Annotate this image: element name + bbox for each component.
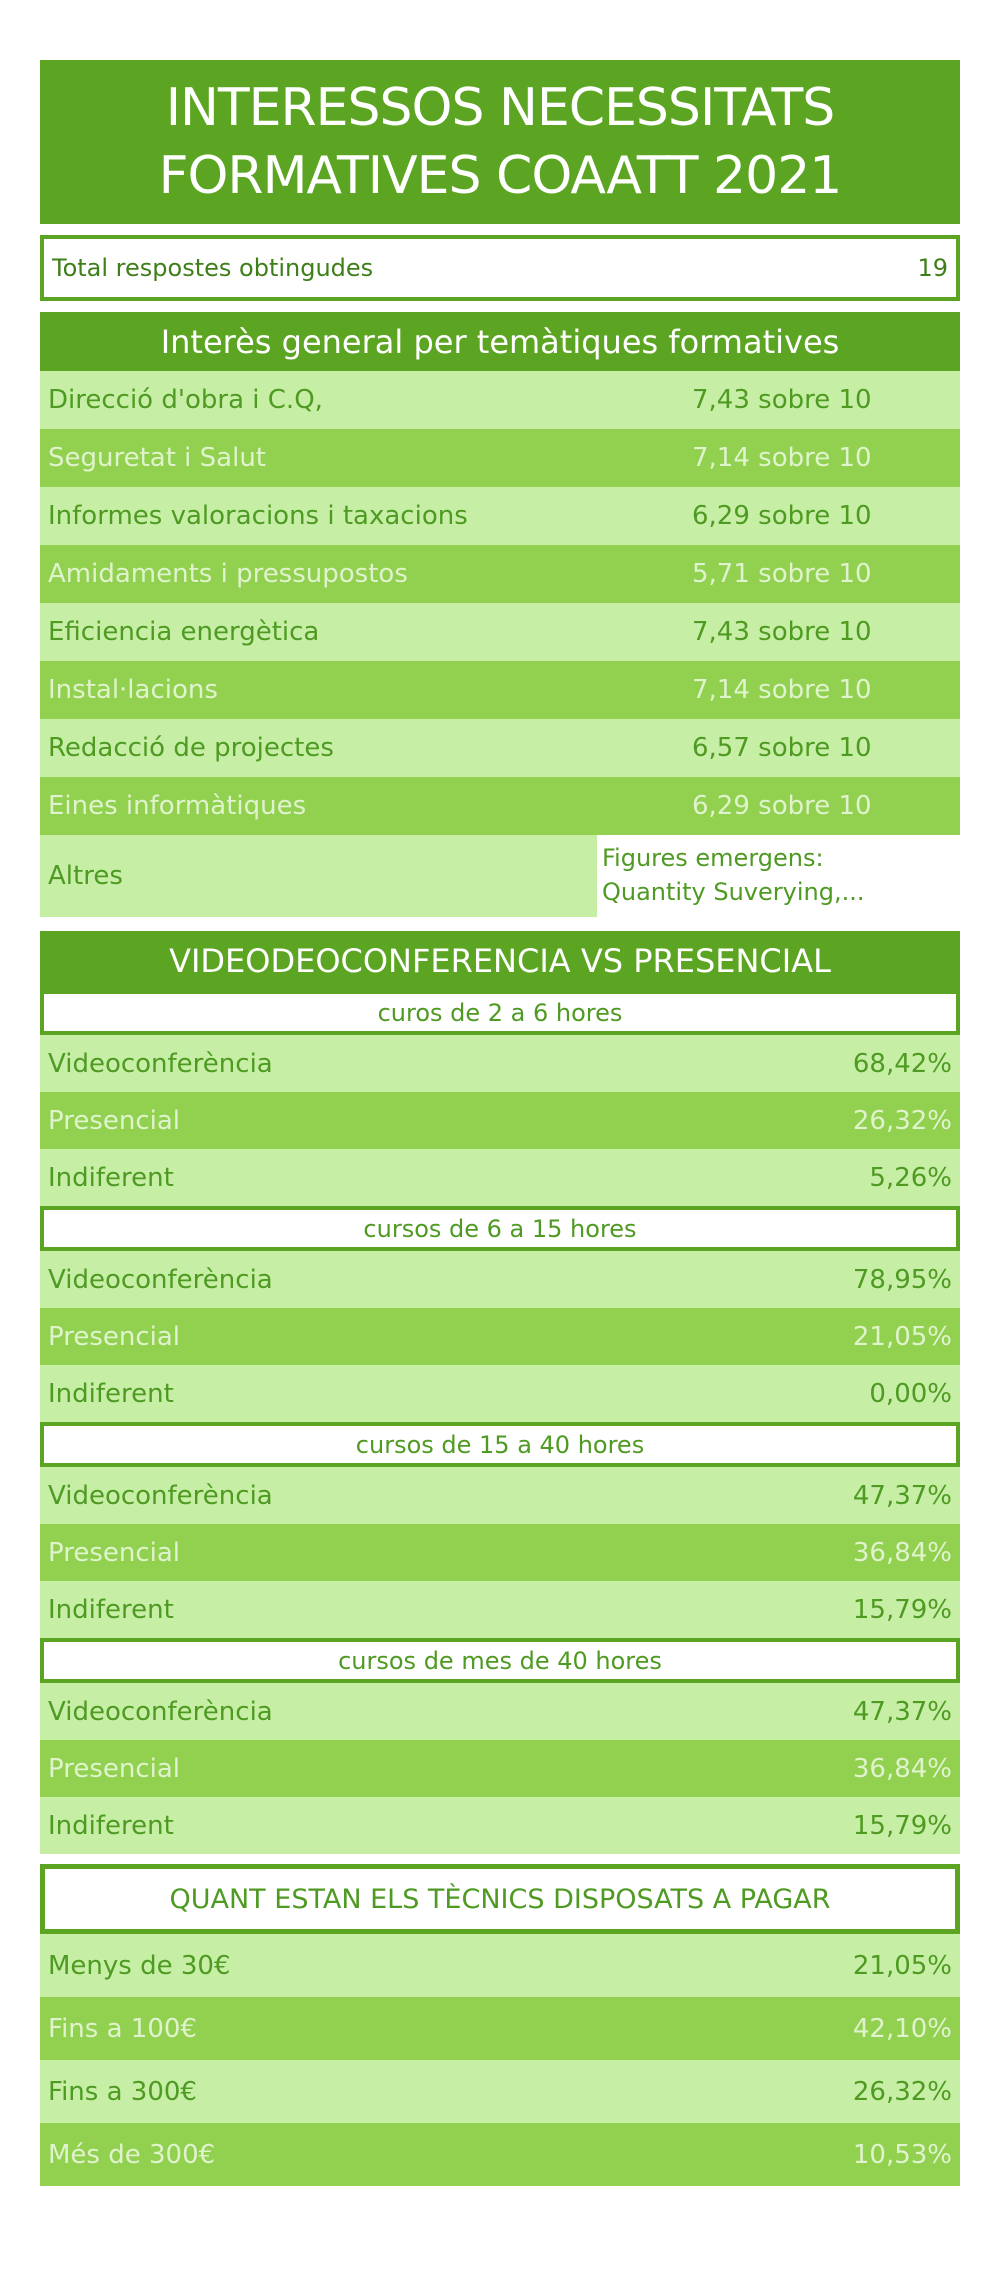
modality-label: Presencial [48, 1105, 181, 1136]
modality-row: Presencial 36,84% [40, 1740, 960, 1797]
total-responses-label: Total respostes obtingudes [52, 254, 374, 282]
payment-percentage: 21,05% [852, 1950, 952, 1981]
payment-row: Més de 300€ 10,53% [40, 2123, 960, 2186]
modality-label: Presencial [48, 1537, 181, 1568]
modality-row: Presencial 36,84% [40, 1524, 960, 1581]
course-duration-heading: cursos de mes de 40 hores [40, 1638, 960, 1683]
interest-row: Seguretat i Salut 7,14 sobre 10 [40, 429, 960, 487]
payment-label: Més de 300€ [48, 2139, 216, 2170]
interest-topic: Seguretat i Salut [48, 443, 267, 473]
interest-score: 6,29 sobre 10 [692, 791, 872, 821]
interest-score: 6,29 sobre 10 [692, 501, 872, 531]
other-label: Altres [40, 835, 597, 917]
modality-label: Indiferent [48, 1162, 174, 1193]
interest-row: Direcció d'obra i C.Q, 7,43 sobre 10 [40, 371, 960, 429]
interest-topic: Instal·lacions [48, 675, 218, 705]
interest-topic: Amidaments i pressupostos [48, 559, 408, 589]
interest-row: Instal·lacions 7,14 sobre 10 [40, 661, 960, 719]
payment-label: Fins a 300€ [48, 2076, 197, 2107]
modality-label: Videoconferència [48, 1264, 273, 1295]
modality-row: Videoconferència 68,42% [40, 1035, 960, 1092]
modality-percentage: 78,95% [852, 1264, 952, 1295]
payment-label: Menys de 30€ [48, 1950, 231, 1981]
interest-topic: Direcció d'obra i C.Q, [48, 385, 323, 415]
interest-score: 7,14 sobre 10 [692, 675, 872, 705]
modality-percentage: 26,32% [852, 1105, 952, 1136]
payment-row: Fins a 100€ 42,10% [40, 1997, 960, 2060]
payment-percentage: 10,53% [852, 2139, 952, 2170]
interest-row: Redacció de projectes 6,57 sobre 10 [40, 719, 960, 777]
modality-label: Indiferent [48, 1594, 174, 1625]
interest-score: 5,71 sobre 10 [692, 559, 872, 589]
payment-label: Fins a 100€ [48, 2013, 197, 2044]
interest-score: 7,43 sobre 10 [692, 617, 872, 647]
payment-list: Menys de 30€ 21,05% Fins a 100€ 42,10% Fins … [40, 1934, 960, 2186]
modality-percentage: 21,05% [852, 1321, 952, 1352]
total-responses-value: 19 [917, 254, 948, 282]
modality-label: Videoconferència [48, 1696, 273, 1727]
payment-heading: QUANT ESTAN ELS TÈCNICS DISPOSATS A PAGA… [40, 1864, 960, 1934]
title-line-2: FORMATIVES COAATT 2021 [158, 146, 843, 206]
modality-percentage: 68,42% [852, 1048, 952, 1079]
course-duration-heading: cursos de 15 a 40 hores [40, 1422, 960, 1467]
interest-list: Direcció d'obra i C.Q, 7,43 sobre 10 Segur… [40, 371, 960, 835]
payment-percentage: 26,32% [852, 2076, 952, 2107]
interest-topic: Redacció de projectes [48, 733, 334, 763]
interest-row: Amidaments i pressupostos 5,71 sobre 10 [40, 545, 960, 603]
modality-percentage: 0,00% [869, 1378, 952, 1409]
modality-label: Indiferent [48, 1810, 174, 1841]
modality-percentage: 15,79% [852, 1810, 952, 1841]
modality-percentage: 36,84% [852, 1753, 952, 1784]
interest-score: 7,43 sobre 10 [692, 385, 872, 415]
page-title: INTERESSOS NECESSITATS FORMATIVES COAATT… [40, 60, 960, 224]
other-note-line-1: Figures emergens: [602, 844, 824, 872]
interest-topic: Eficiencia energètica [48, 617, 320, 647]
other-note: Figures emergens: Quantity Suverying,... [597, 835, 960, 917]
other-note-line-2: Quantity Suverying,... [602, 878, 865, 906]
modality-label: Videoconferència [48, 1480, 273, 1511]
modality-row: Indiferent 5,26% [40, 1149, 960, 1206]
modality-label: Videoconferència [48, 1048, 273, 1079]
modality-row: Videoconferència 78,95% [40, 1251, 960, 1308]
payment-row: Fins a 300€ 26,32% [40, 2060, 960, 2123]
modality-row: Indiferent 15,79% [40, 1797, 960, 1854]
modality-percentage: 15,79% [852, 1594, 952, 1625]
total-responses-box: Total respostes obtingudes 19 [40, 235, 960, 301]
payment-row: Menys de 30€ 21,05% [40, 1934, 960, 1997]
interest-row: Informes valoracions i taxacions 6,29 sob… [40, 487, 960, 545]
modality-label: Presencial [48, 1753, 181, 1784]
modality-row: Videoconferència 47,37% [40, 1467, 960, 1524]
modality-label: Indiferent [48, 1378, 174, 1409]
modality-heading: VIDEODEOCONFERENCIA VS PRESENCIAL [40, 931, 960, 990]
infographic: INTERESSOS NECESSITATS FORMATIVES COAATT… [40, 60, 960, 2186]
modality-row: Indiferent 15,79% [40, 1581, 960, 1638]
interest-topic: Eines informàtiques [48, 791, 307, 821]
interest-score: 7,14 sobre 10 [692, 443, 872, 473]
interest-other-row: Altres Figures emergens: Quantity Suvery… [40, 835, 960, 917]
modality-row: Presencial 21,05% [40, 1308, 960, 1365]
modality-percentage: 5,26% [869, 1162, 952, 1193]
modality-percentage: 36,84% [852, 1537, 952, 1568]
modality-label: Presencial [48, 1321, 181, 1352]
interest-row: Eines informàtiques 6,29 sobre 10 [40, 777, 960, 835]
payment-percentage: 42,10% [852, 2013, 952, 2044]
interest-row: Eficiencia energètica 7,43 sobre 10 [40, 603, 960, 661]
modality-percentage: 47,37% [852, 1480, 952, 1511]
interest-heading: Interès general per temàtiques formative… [40, 312, 960, 371]
modality-groups: curos de 2 a 6 hores Videoconferència 68,4… [40, 990, 960, 1854]
interest-topic: Informes valoracions i taxacions [48, 501, 468, 531]
interest-score: 6,57 sobre 10 [692, 733, 872, 763]
course-duration-heading: cursos de 6 a 15 hores [40, 1206, 960, 1251]
modality-percentage: 47,37% [852, 1696, 952, 1727]
modality-row: Presencial 26,32% [40, 1092, 960, 1149]
title-line-1: INTERESSOS NECESSITATS [165, 78, 836, 138]
modality-row: Videoconferència 47,37% [40, 1683, 960, 1740]
course-duration-heading: curos de 2 a 6 hores [40, 990, 960, 1035]
modality-row: Indiferent 0,00% [40, 1365, 960, 1422]
